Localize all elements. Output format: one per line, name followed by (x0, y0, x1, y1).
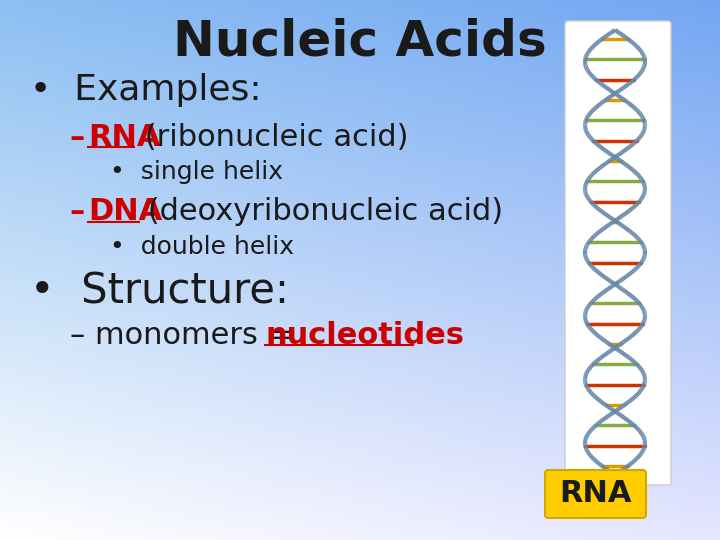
Text: RNA: RNA (88, 123, 161, 152)
Text: •  Examples:: • Examples: (30, 73, 261, 107)
Text: –: – (70, 123, 96, 152)
FancyBboxPatch shape (565, 21, 671, 485)
Text: nucleotides: nucleotides (265, 321, 464, 349)
Text: •  single helix: • single helix (110, 160, 283, 184)
Text: Nucleic Acids: Nucleic Acids (173, 18, 547, 66)
FancyBboxPatch shape (545, 470, 646, 518)
Text: DNA: DNA (88, 198, 162, 226)
Text: RNA: RNA (559, 480, 631, 509)
Text: (ribonucleic acid): (ribonucleic acid) (135, 123, 408, 152)
Text: (deoxyribonucleic acid): (deoxyribonucleic acid) (138, 198, 503, 226)
Text: •  double helix: • double helix (110, 235, 294, 259)
Text: –: – (70, 198, 96, 226)
Text: – monomers =: – monomers = (70, 321, 303, 349)
Text: •  Structure:: • Structure: (30, 271, 289, 313)
